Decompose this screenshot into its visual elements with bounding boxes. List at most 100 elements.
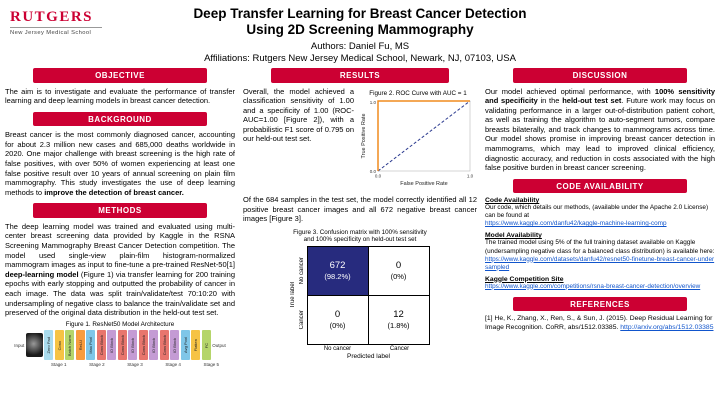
background-text: Breast cancer is the most commonly diagn… [5, 130, 235, 197]
resnet-block-label: Conv [56, 340, 62, 350]
discussion-bold-2: held-out test set [562, 96, 622, 106]
model-dataset-link[interactable]: https://www.kaggle.com/datasets/danfu42/… [485, 255, 715, 271]
resnet-stage-labels: Stage 1 Stage 2 Stage 3 Stage 4 Stage 5 [51, 362, 219, 367]
cm-cell-true-negative: 672 (98.2%) [306, 245, 369, 296]
poster-title-line1: Deep Transfer Learning for Breast Cancer… [193, 6, 527, 21]
figure2-block: Figure 2. ROC Curve with AUC = 1 0.0 1.0… [359, 87, 477, 193]
resnet-block: ID Block [149, 330, 159, 361]
roc-xtick-1: 1.0 [467, 174, 474, 179]
cm-col-label-nocancer: No cancer [323, 345, 352, 352]
objective-header: OBJECTIVE [32, 68, 208, 83]
poster-header: RUTGERS New Jersey Medical School Deep T… [0, 0, 720, 64]
resnet-architecture-figure: Input Zero Pad Conv Batch Norm ReLU Max … [5, 330, 235, 361]
resnet-stage-label: Stage 3 [127, 361, 143, 367]
references-header: REFERENCES [512, 296, 688, 312]
figure3-caption: Figure 3. Confusion matrix with 100% sen… [243, 229, 477, 244]
cm-col-label-cancer: Cancer [389, 345, 410, 352]
resnet-block: Conv Block [159, 330, 169, 361]
model-availability-text: The trained model using 5% of the full t… [485, 239, 715, 255]
resnet-block: ID Block [107, 330, 117, 361]
resnet-block-label: Max Pool [88, 336, 94, 354]
cm-cell-false-positive: 0 (0%) [367, 245, 430, 296]
cm-cell-false-negative: 0 (0%) [306, 294, 369, 345]
rutgers-logo: RUTGERS New Jersey Medical School [10, 10, 102, 36]
background-header: BACKGROUND [32, 111, 208, 127]
background-text-bold: improve the detection of breast cancer. [44, 187, 184, 197]
reference-1-link[interactable]: http://arxiv.org/abs/1512.03385 [620, 323, 714, 331]
resnet-block-label: ID Block [130, 337, 136, 353]
rutgers-logo-subtitle: New Jersey Medical School [10, 27, 102, 36]
authors-line: Authors: Daniel Fu, MS [310, 41, 410, 53]
cm-cell-tp-count: 12 [393, 309, 404, 321]
rutgers-wordmark: RUTGERS [10, 9, 94, 25]
code-repo-link[interactable]: https://www.kaggle.com/danfu42/kaggle-ma… [485, 220, 667, 228]
roc-chance-line [377, 100, 471, 172]
cm-row-cancer: Cancer 0 (0%) 12 (1.8%) [298, 294, 431, 345]
confusion-matrix-figure: True label No cancer 672 (98.2%) 0 (0%) … [243, 245, 477, 360]
resnet-block-sequence: Zero Pad Conv Batch Norm ReLU Max Pool C… [44, 330, 211, 361]
code-availability-text: Our code, which details our methods, (av… [485, 204, 709, 220]
cm-cell-tn-percent: (98.2%) [324, 272, 351, 282]
resnet-stage-label: Stage 2 [89, 361, 105, 367]
resnet-block-label: Conv Block [119, 335, 125, 356]
discussion-text: Our model achieved optimal performance, … [485, 87, 715, 173]
right-column: DISCUSSION Our model achieved optimal pe… [485, 68, 715, 333]
background-text-main: Breast cancer is the most commonly diagn… [5, 130, 235, 197]
resnet-block-label: ID Block [172, 337, 178, 353]
cm-xlabel: Predicted label [347, 352, 390, 360]
discussion-header: DISCUSSION [512, 68, 688, 83]
affiliations-line: Affiliations: Rutgers New Jersey Medical… [204, 53, 516, 65]
resnet-block: Avg Pool [180, 330, 190, 361]
resnet-block: FC [201, 330, 211, 361]
resnet-output-label: Output [212, 342, 226, 348]
cm-cell-tn-count: 672 [329, 260, 346, 272]
resnet-block: ID Block [170, 330, 180, 361]
resnet-stage-label: Stage 5 [203, 361, 219, 367]
discussion-bold-1: 100% sensitivity and specificity [485, 86, 715, 106]
methods-header: METHODS [32, 203, 208, 218]
resnet-block-label: Avg Pool [182, 337, 188, 354]
roc-xtick-0: 0.0 [375, 174, 382, 179]
resnet-block-label: ReLU [77, 340, 83, 351]
resnet-block-label: FC [203, 342, 209, 348]
cm-cell-fn-percent: (0%) [329, 321, 346, 331]
roc-ytick-0: 0.0 [370, 169, 377, 174]
discussion-text-3: . Future work may focus on validating pe… [485, 96, 716, 173]
competition-site-subhead: Kaggle Competition Site [485, 275, 564, 283]
left-column: OBJECTIVE The aim is to investigate and … [5, 68, 235, 367]
competition-site-link[interactable]: https://www.kaggle.com/competitions/rsna… [485, 282, 701, 290]
resnet-block: Conv Block [138, 330, 148, 361]
code-availability-header: CODE AVAILABILITY [512, 178, 688, 194]
poster-title-line2: Using 2D Screening Mammography [246, 22, 474, 38]
cm-row-nocancer: No cancer 672 (98.2%) 0 (0%) [298, 245, 431, 296]
resnet-stage-label: Stage 4 [165, 361, 181, 367]
cm-grid: No cancer 672 (98.2%) 0 (0%) Cancer 0 (0… [298, 245, 431, 360]
roc-curve-line [377, 100, 470, 172]
resnet-block: Conv Block [96, 330, 106, 361]
reference-1: [1] He, K., Zhang, X., Ren, S., & Sun, J… [485, 315, 715, 333]
cm-cell-fn-count: 0 [334, 309, 341, 321]
poster-title: Deep Transfer Learning for Breast Cancer… [0, 6, 720, 38]
cm-row-label-cancer: Cancer [299, 310, 305, 330]
resnet-block: Flatten [191, 330, 201, 361]
roc-xlabel: False Positive Rate [400, 181, 447, 187]
methods-text-bold: deep-learning model [5, 269, 79, 279]
resnet-block-label: Flatten [193, 339, 199, 352]
resnet-stage-label: Stage 1 [51, 361, 67, 367]
objective-text: The aim is to investigate and evaluate t… [5, 86, 235, 106]
resnet-block-label: Conv Block [161, 335, 167, 356]
resnet-block-label: Conv Block [98, 335, 104, 356]
resnet-input-label: Input [14, 342, 25, 348]
resnet-block: Conv Block [117, 330, 127, 361]
resnet-block: Max Pool [86, 330, 96, 361]
cm-cell-true-positive: 12 (1.8%) [367, 294, 430, 345]
results-header: RESULTS [271, 68, 449, 83]
resnet-block: Zero Pad [44, 330, 54, 361]
discussion-text-1: Our model achieved optimal performance, … [485, 86, 655, 96]
resnet-block: ID Block [128, 330, 138, 361]
resnet-block-label: Zero Pad [46, 337, 52, 354]
methods-text: The deep learning model was trained and … [5, 222, 235, 318]
code-availability-subhead: Code Availability [485, 197, 540, 205]
results-top-row: Overall, the model achieved a classifica… [243, 87, 477, 193]
figure3-caption-line1: Figure 3. Confusion matrix with 100% sen… [293, 228, 427, 236]
